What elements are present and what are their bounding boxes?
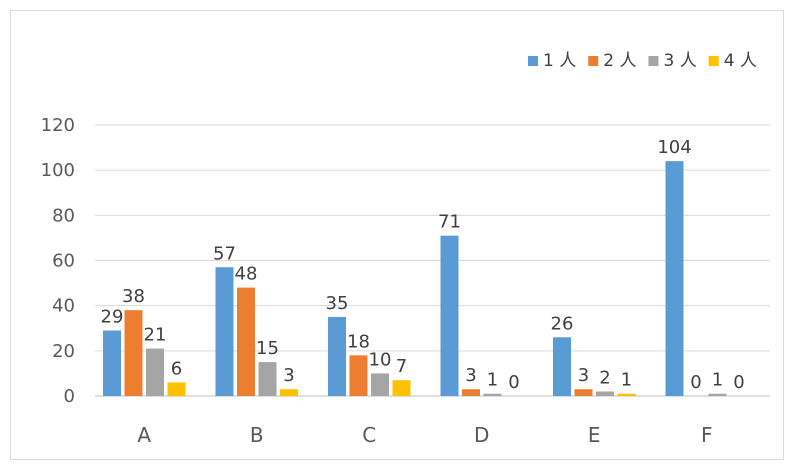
data-label: 10: [369, 349, 392, 370]
data-label: 3: [465, 365, 476, 386]
legend-swatch: [648, 56, 659, 66]
data-label: 0: [690, 372, 701, 393]
data-label: 29: [101, 307, 124, 328]
bar: [392, 380, 411, 396]
bar: [124, 310, 143, 396]
legend-label: 2 人: [603, 51, 636, 71]
bar: [553, 337, 571, 396]
bar: [371, 373, 389, 396]
bar: [617, 393, 636, 396]
y-tick-label: 60: [52, 251, 75, 272]
bar: [483, 393, 502, 396]
data-label: 0: [508, 372, 519, 393]
data-label: 21: [144, 325, 167, 346]
data-label: 15: [256, 338, 279, 359]
bar: [596, 391, 614, 396]
legend-label: 3 人: [663, 51, 696, 71]
legend-label: 4 人: [724, 51, 757, 71]
data-label: 104: [657, 137, 691, 158]
x-tick-label: D: [474, 423, 489, 447]
y-tick-label: 80: [52, 205, 75, 226]
x-tick-label: B: [250, 423, 264, 447]
y-tick-label: 100: [41, 160, 75, 181]
legend-label: 1 人: [543, 51, 576, 71]
data-label: 0: [733, 372, 744, 393]
data-label: 3: [578, 365, 589, 386]
data-label: 6: [171, 358, 182, 379]
data-label: 38: [122, 286, 145, 307]
data-label: 1: [712, 370, 723, 391]
bar: [280, 389, 298, 396]
y-tick-label: 40: [52, 296, 75, 317]
data-label: 7: [396, 356, 407, 377]
bar: [328, 316, 346, 396]
data-label: 57: [213, 243, 236, 264]
x-tick-label: A: [137, 423, 151, 447]
bar: [349, 355, 368, 396]
data-label: 48: [235, 264, 258, 285]
data-label: 3: [283, 365, 294, 386]
bar: [440, 235, 459, 396]
bar: [237, 287, 255, 396]
data-label: 1: [487, 370, 498, 391]
bar: [103, 330, 121, 396]
y-tick-label: 120: [41, 115, 75, 136]
bar: [574, 389, 593, 396]
data-label: 1: [621, 370, 632, 391]
bar: [708, 393, 727, 396]
x-tick-label: C: [362, 423, 376, 447]
bar: [167, 382, 186, 396]
data-label: 35: [326, 293, 349, 314]
bar: [215, 267, 234, 396]
y-tick-label: 0: [64, 386, 75, 407]
legend-swatch: [708, 56, 719, 66]
data-label: 18: [347, 331, 370, 352]
data-label: 71: [438, 212, 461, 233]
bar: [665, 161, 684, 396]
legend-swatch: [528, 56, 538, 66]
x-tick-label: E: [588, 423, 601, 447]
bar: [146, 348, 164, 396]
data-label: 26: [551, 313, 574, 334]
legend-swatch: [588, 56, 599, 66]
x-tick-label: F: [701, 423, 713, 447]
y-tick-label: 20: [52, 341, 75, 362]
data-label: 2: [599, 367, 610, 388]
bar: [462, 389, 480, 396]
bar: [258, 362, 277, 396]
